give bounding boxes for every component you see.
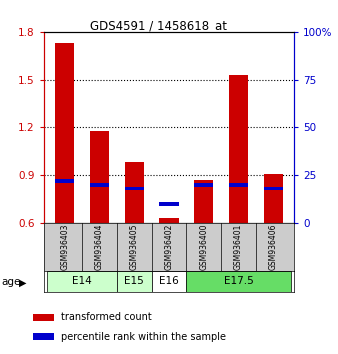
- Bar: [264, 187, 283, 190]
- Text: GSM936400: GSM936400: [199, 224, 208, 270]
- Bar: [152, 271, 186, 292]
- Bar: [33, 314, 54, 321]
- Text: E14: E14: [72, 276, 92, 286]
- Bar: [194, 183, 213, 187]
- Bar: [55, 179, 74, 183]
- Text: GDS4591 / 1458618_at: GDS4591 / 1458618_at: [90, 19, 227, 33]
- Text: E16: E16: [159, 276, 179, 286]
- Bar: [229, 183, 248, 187]
- Text: GSM936405: GSM936405: [130, 224, 139, 270]
- Text: E17.5: E17.5: [224, 276, 254, 286]
- Text: GSM936402: GSM936402: [165, 224, 173, 270]
- Bar: [264, 174, 283, 223]
- Bar: [90, 183, 109, 187]
- Text: GSM936404: GSM936404: [95, 224, 104, 270]
- Text: percentile rank within the sample: percentile rank within the sample: [61, 332, 226, 342]
- Bar: [229, 75, 248, 223]
- Text: E15: E15: [124, 276, 144, 286]
- Text: ▶: ▶: [19, 278, 27, 287]
- Bar: [186, 271, 291, 292]
- Text: GSM936406: GSM936406: [269, 224, 278, 270]
- Text: age: age: [2, 278, 21, 287]
- Bar: [33, 333, 54, 340]
- Bar: [125, 187, 144, 190]
- Bar: [125, 162, 144, 223]
- Text: transformed count: transformed count: [61, 312, 152, 322]
- Bar: [90, 131, 109, 223]
- Text: GSM936403: GSM936403: [60, 224, 69, 270]
- Text: GSM936401: GSM936401: [234, 224, 243, 270]
- Bar: [55, 43, 74, 223]
- Bar: [47, 271, 117, 292]
- Bar: [160, 202, 178, 206]
- Bar: [194, 180, 213, 223]
- Bar: [160, 218, 178, 223]
- Bar: [117, 271, 152, 292]
